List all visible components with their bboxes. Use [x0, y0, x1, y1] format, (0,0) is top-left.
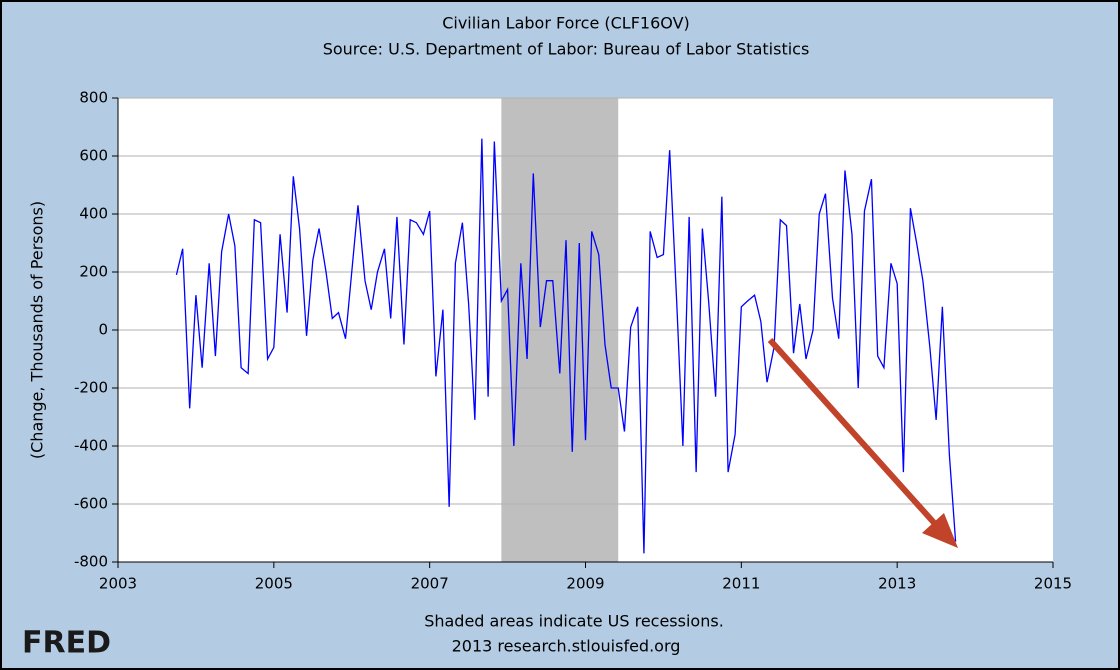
data-line: [175, 138, 957, 554]
x-tick-label: 2005: [255, 575, 293, 593]
y-tick-label: 400: [79, 205, 108, 223]
plot: -800 -600 -400 -200 0 200 400 600 800 2003 2005 200…: [74, 89, 1072, 593]
x-tick-label: 2011: [722, 575, 760, 593]
logo: FRED: [22, 626, 111, 661]
x-tick-label: 2013: [878, 575, 916, 593]
annotation-arrow: [767, 337, 958, 548]
y-tick-label: 800: [79, 89, 108, 107]
y-tick-label: 200: [79, 263, 108, 281]
x-tick-label: 2015: [1034, 575, 1072, 593]
y-axis-label: (Change, Thousands of Persons): [28, 201, 47, 459]
arrow-shaft: [767, 337, 948, 538]
x-tick-label: 2003: [99, 575, 137, 593]
footnote: Shaded areas indicate US recessions.: [424, 612, 724, 631]
credit: 2013 research.stlouisfed.org: [452, 637, 681, 656]
y-tick-label: 0: [98, 321, 108, 339]
y-tick-label: -600: [74, 495, 108, 513]
x-tick-label: 2009: [566, 575, 604, 593]
chart-subtitle: Source: U.S. Department of Labor: Bureau…: [323, 40, 810, 59]
y-tick-label: -400: [74, 437, 108, 455]
y-tick-label: -800: [74, 553, 108, 571]
arrow-head: [922, 513, 958, 548]
chart-title: Civilian Labor Force (CLF16OV): [442, 14, 690, 33]
x-tick-label: 2007: [411, 575, 449, 593]
y-tick-label: -200: [74, 379, 108, 397]
y-tick-label: 600: [79, 147, 108, 165]
